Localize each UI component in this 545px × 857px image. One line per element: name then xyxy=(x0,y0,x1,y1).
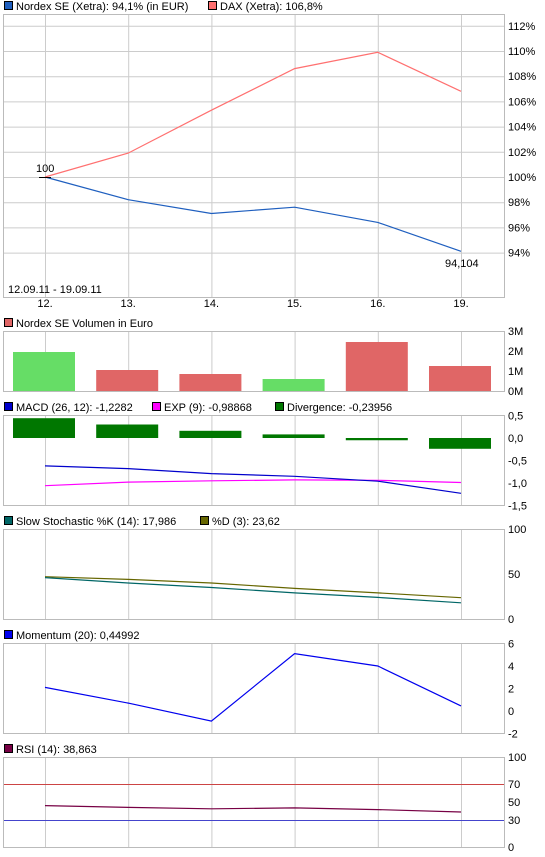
legend-swatch xyxy=(4,318,13,327)
legend-swatch xyxy=(4,630,13,639)
momentum-panel-frame xyxy=(3,643,505,734)
x-tick-label: 14. xyxy=(204,298,219,310)
stoch-y-tick-label: 50 xyxy=(508,569,520,581)
macd-y-tick-label: -1,0 xyxy=(508,478,527,490)
macd-y-tick-label: -1,5 xyxy=(508,501,527,513)
legend-label: DAX (Xetra): 106,8% xyxy=(220,1,323,13)
price-y-tick-label: 112% xyxy=(508,21,536,33)
macd-exp-line xyxy=(44,479,462,487)
macd-y-tick-label: 0,5 xyxy=(508,411,523,423)
price-y-tick-label: 110% xyxy=(508,46,536,58)
volume-y-tick-label: 2M xyxy=(508,346,523,358)
volume-panel-frame xyxy=(3,331,505,392)
price-y-tick-label: 98% xyxy=(508,197,530,209)
price-end-label: 94,104 xyxy=(445,258,479,270)
momentum-line xyxy=(44,652,462,722)
x-tick-label: 15. xyxy=(287,298,302,310)
legend-swatch xyxy=(275,402,284,411)
momentum-y-tick-label: -2 xyxy=(508,729,518,741)
rsi-panel-frame xyxy=(3,757,505,848)
volume-y-tick-label: 1M xyxy=(508,366,523,378)
price-y-tick-label: 108% xyxy=(508,71,536,83)
rsi-line xyxy=(44,805,462,813)
x-tick-label: 19. xyxy=(453,298,468,310)
stoch-panel-frame xyxy=(3,529,505,620)
legend-label: Momentum (20): 0,44992 xyxy=(16,630,140,642)
rsi-y-tick-label: 0 xyxy=(508,842,514,854)
price-y-tick-label: 102% xyxy=(508,147,536,159)
volume-bar xyxy=(179,374,242,391)
legend-label: Slow Stochastic %K (14): 17,986 xyxy=(16,516,176,528)
macd-divergence-bar xyxy=(13,418,75,438)
macd-panel-frame xyxy=(3,415,505,506)
rsi-reference-label: 30 xyxy=(508,815,520,827)
macd-line xyxy=(44,465,462,494)
legend-swatch xyxy=(4,516,13,525)
legend-label: MACD (26, 12): -1,2282 xyxy=(16,402,133,414)
volume-bar xyxy=(13,352,75,391)
legend-label: %D (3): 23,62 xyxy=(212,516,280,528)
legend-swatch xyxy=(200,516,209,525)
price-start-label: 100 xyxy=(36,163,54,175)
price-panel-frame xyxy=(3,14,505,298)
macd-divergence-bar xyxy=(345,438,408,441)
momentum-y-tick-label: 4 xyxy=(508,661,514,673)
volume-bar xyxy=(429,366,491,391)
price-series-line xyxy=(44,51,462,178)
volume-bar xyxy=(96,370,159,391)
price-y-tick-label: 94% xyxy=(508,248,530,260)
legend-label: RSI (14): 38,863 xyxy=(16,744,97,756)
momentum-y-tick-label: 0 xyxy=(508,706,514,718)
legend-swatch xyxy=(208,1,217,10)
legend-label: Nordex SE (Xetra): 94,1% (in EUR) xyxy=(16,1,188,13)
legend-label: EXP (9): -0,98868 xyxy=(164,402,252,414)
legend-swatch xyxy=(4,402,13,411)
momentum-y-tick-label: 2 xyxy=(508,684,514,696)
macd-divergence-bar xyxy=(96,424,159,438)
price-y-tick-label: 96% xyxy=(508,222,530,234)
macd-divergence-bar xyxy=(429,438,491,449)
price-y-tick-label: 106% xyxy=(508,96,536,108)
macd-y-tick-label: 0,0 xyxy=(508,433,523,445)
volume-y-tick-label: 3M xyxy=(508,326,523,338)
macd-divergence-bar xyxy=(262,434,325,438)
price-series-line xyxy=(44,176,462,252)
price-range-label: 12.09.11 - 19.09.11 xyxy=(8,284,102,296)
legend-swatch xyxy=(152,402,161,411)
x-tick-label: 16. xyxy=(370,298,385,310)
macd-y-tick-label: -0,5 xyxy=(508,456,527,468)
rsi-y-tick-label: 50 xyxy=(508,797,520,809)
legend-label: Nordex SE Volumen in Euro xyxy=(16,318,153,330)
rsi-y-tick-label: 100 xyxy=(508,752,526,764)
volume-y-tick-label: 0M xyxy=(508,386,523,398)
price-y-tick-label: 100% xyxy=(508,172,536,184)
rsi-reference-label: 70 xyxy=(508,779,520,791)
x-tick-label: 13. xyxy=(121,298,136,310)
stoch-y-tick-label: 100 xyxy=(508,524,526,536)
price-y-tick-label: 104% xyxy=(508,122,536,134)
legend-label: Divergence: -0,23956 xyxy=(287,402,392,414)
legend-swatch xyxy=(4,744,13,753)
macd-divergence-bar xyxy=(179,430,242,438)
volume-bar xyxy=(262,379,325,391)
x-tick-label: 12. xyxy=(37,298,52,310)
volume-bar xyxy=(345,342,408,391)
stoch-y-tick-label: 0 xyxy=(508,614,514,626)
stoch-k-line xyxy=(44,577,462,604)
momentum-y-tick-label: 6 xyxy=(508,639,514,651)
stoch-d-line xyxy=(44,576,462,599)
legend-swatch xyxy=(4,1,13,10)
